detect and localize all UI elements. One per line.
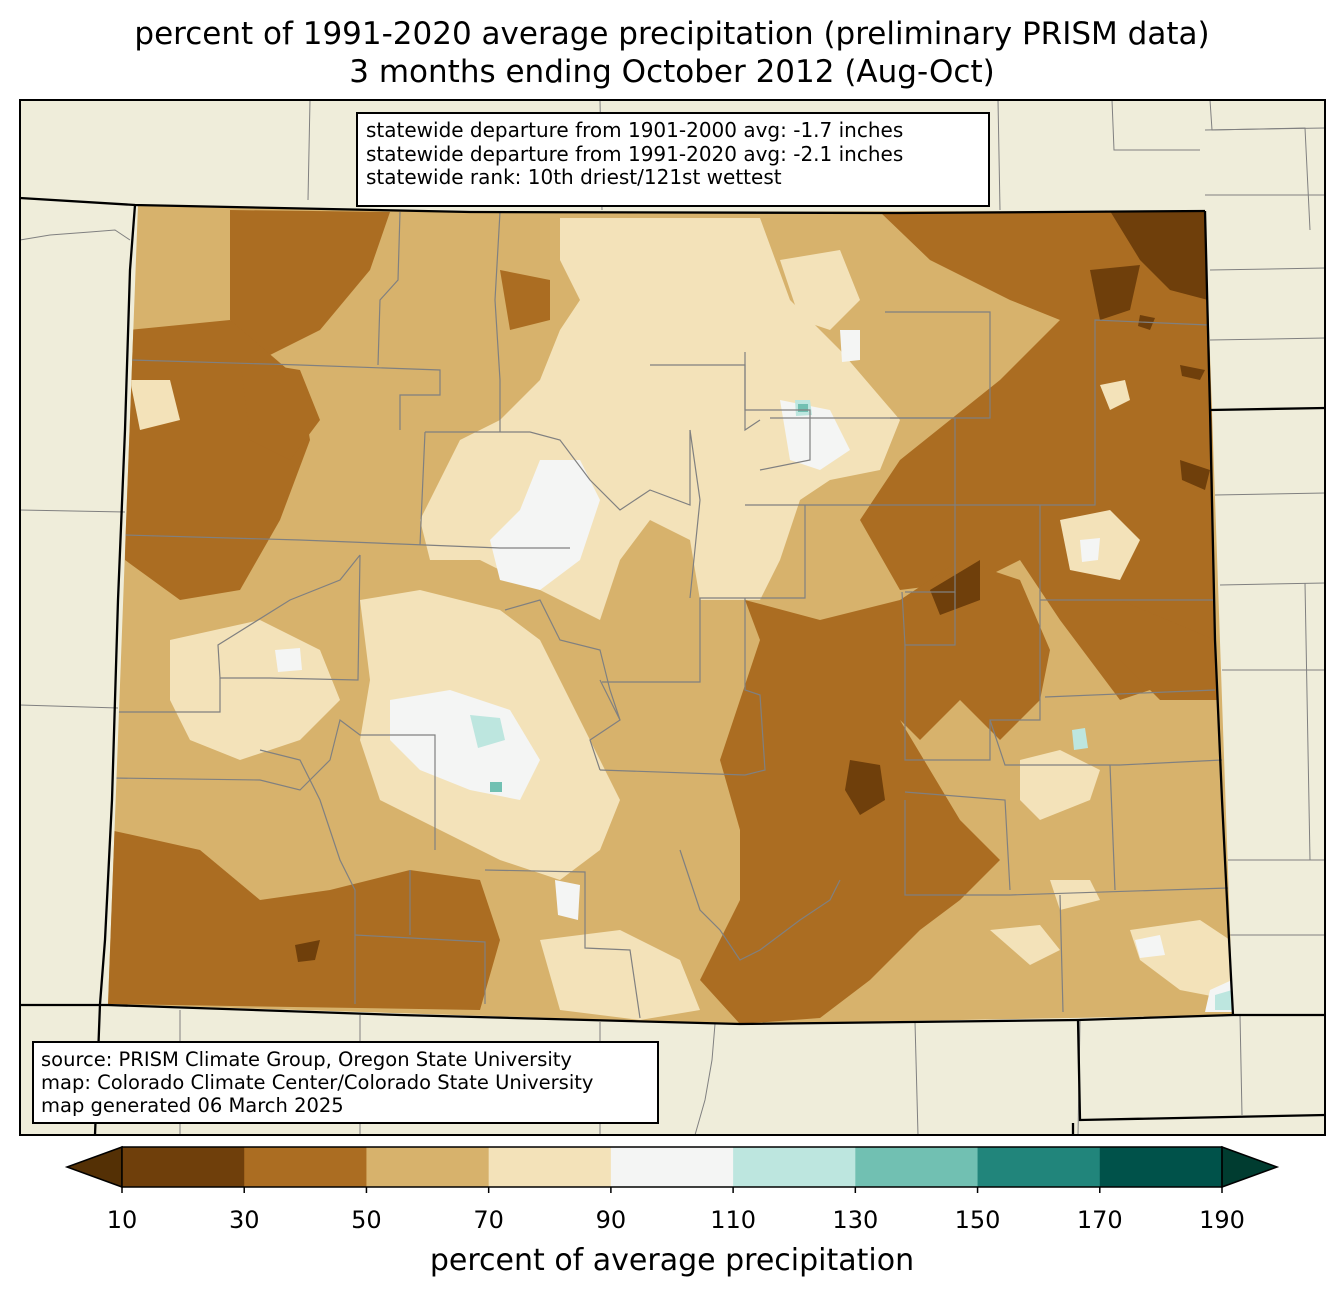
map-title-line1: percent of 1991-2020 average precipitati… [134, 16, 1210, 52]
colorbar-tick-label: 150 [954, 1206, 1001, 1234]
colorbar-tick-label: 30 [228, 1206, 260, 1234]
colorbar-tick-label: 130 [832, 1206, 879, 1234]
colorbar-tick-label: 90 [595, 1206, 627, 1234]
stat-rank: statewide rank: 10th driest/121st wettes… [366, 165, 782, 189]
colorbar-bin-170-190 [1099, 1147, 1223, 1187]
colorbar-bin-30-50 [244, 1147, 367, 1187]
state-boundaries [19, 196, 1326, 1136]
colorbar-tick-label: 110 [710, 1206, 757, 1234]
credit-map: map: Colorado Climate Center/Colorado St… [41, 1071, 594, 1094]
colorbar-tick-label: 190 [1199, 1206, 1245, 1234]
colorbar-label: percent of average precipitation [429, 1243, 915, 1278]
colorado-precip-fill [108, 205, 1233, 1024]
colorbar-tick-label: 10 [106, 1206, 138, 1234]
colorbar-tick-label: 50 [351, 1206, 382, 1234]
map-title-line2: 3 months ending October 2012 (Aug-Oct) [349, 54, 995, 90]
credit-generated: map generated 06 March 2025 [41, 1094, 344, 1117]
colorbar-bin-70-90 [488, 1147, 612, 1187]
map-border [19, 99, 1326, 1136]
colorbar-bin-110-130 [733, 1147, 856, 1187]
colorbar-bin-130-150 [855, 1147, 979, 1187]
county-lines [111, 211, 1229, 1019]
colorbar-bin-90-110 [610, 1147, 734, 1187]
credit-source: source: PRISM Climate Group, Oregon Stat… [41, 1048, 572, 1071]
credits-box: source: PRISM Climate Group, Oregon Stat… [32, 1041, 659, 1124]
colorbar-bin-150-170 [977, 1147, 1101, 1187]
colorbar-bin-50-70 [366, 1147, 490, 1187]
stat-departure-1991: statewide departure from 1991-2020 avg: … [366, 141, 904, 166]
colorbar-arrow-low [64, 1145, 123, 1189]
colorbar-outline [121, 1146, 1223, 1188]
statewide-stats-box: statewide departure from 1901-2000 avg: … [356, 112, 990, 207]
colorbar-bin-10-30 [122, 1147, 245, 1187]
colorbar-arrow-high [1221, 1145, 1280, 1189]
stat-departure-1901: statewide departure from 1901-2000 avg: … [366, 118, 904, 142]
colorbar [64, 1145, 1280, 1193]
colorbar-tick-label: 70 [473, 1206, 504, 1234]
colorbar-tick-label: 170 [1076, 1206, 1123, 1234]
